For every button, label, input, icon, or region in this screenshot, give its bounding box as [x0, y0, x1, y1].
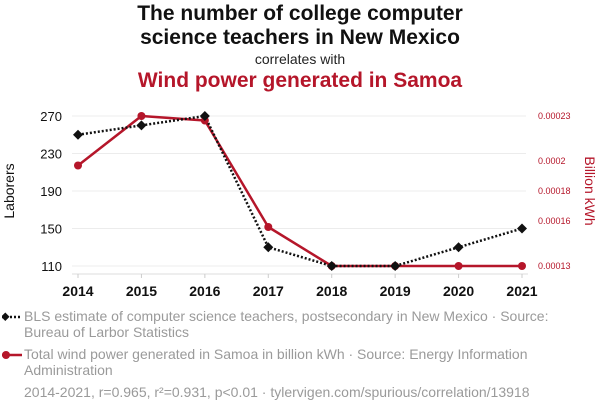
series-1-point [390, 261, 401, 271]
series-2-line [77, 114, 522, 268]
y-right-axis-title: Billion kWh [582, 156, 598, 225]
x-tick-label: 2021 [506, 283, 537, 299]
chart-subtitle-series-2: Wind power generated in Samoa [137, 69, 463, 92]
footer-stats: 2014-2021, r=0.965, r²=0.931, p<0.01 · t… [24, 384, 530, 400]
series-1-point [136, 120, 147, 131]
y-right-tick-label: 0.0002 [538, 156, 566, 166]
legend-series-2: Total wind power generated in Samoa in b… [24, 346, 528, 378]
y-right-tick-label: 0.00016 [538, 216, 571, 226]
series-1-point [453, 242, 464, 253]
x-tick-label: 2014 [62, 283, 93, 299]
series-1-point [517, 223, 527, 234]
series-2-point [264, 223, 273, 231]
y-left-tick-label: 190 [40, 184, 62, 199]
y-left-tick-label: 270 [40, 109, 62, 124]
series-1-point [199, 111, 210, 121]
y-right-tick-label: 0.00018 [538, 186, 571, 196]
y-right-tick-label: 0.00023 [538, 111, 571, 121]
series-2-point [518, 262, 526, 270]
legend-series-1: BLS estimate of computer science teacher… [24, 308, 549, 340]
x-tick-label: 2017 [253, 283, 284, 299]
series-1-point [73, 129, 83, 140]
x-tick-label: 2016 [189, 283, 220, 299]
correlates-with-label: correlates with [254, 51, 346, 67]
legend-series-2-icon [2, 351, 22, 359]
y-right-tick-label: 0.00013 [538, 261, 571, 271]
series-1-point [263, 242, 274, 253]
y-left-axis-title: Laborers [1, 163, 17, 218]
chart-title-line-1: The number of college computer [137, 2, 463, 25]
x-tick-label: 2020 [443, 283, 474, 299]
series-2-point [74, 161, 82, 170]
x-tick-label: 2015 [126, 283, 157, 299]
y-left-tick-label: 150 [40, 222, 62, 237]
y-left-tick-label: 230 [40, 147, 62, 162]
series-markers [73, 111, 527, 271]
series-lines [77, 114, 523, 268]
chart-title-line-2: science teachers in New Mexico [140, 26, 460, 49]
series-2-point [137, 112, 146, 120]
legend-series-1-icon [2, 312, 22, 321]
y-left-tick-label: 110 [41, 259, 62, 274]
series-2-point [454, 262, 463, 270]
x-tick-label: 2019 [380, 283, 411, 299]
axes: 110 150 190 230 270 0.00013 0.00016 0.00018 0.00… [1, 109, 598, 299]
x-tick-label: 2018 [316, 283, 347, 299]
series-1-point [326, 261, 337, 271]
